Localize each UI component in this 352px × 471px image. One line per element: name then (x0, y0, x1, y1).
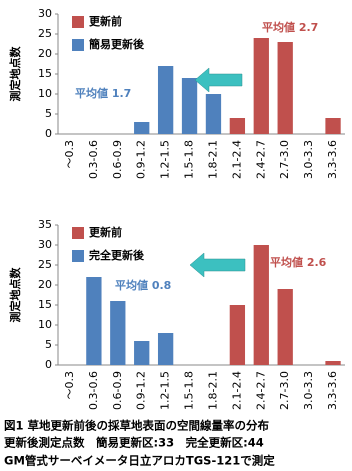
x-tick-label: 0.6-0.9 (111, 140, 124, 179)
arrow (189, 252, 246, 278)
y-axis-label: 測定地点数 (8, 46, 22, 102)
x-tick-label: ～0.3 (63, 371, 76, 400)
bar (253, 245, 269, 365)
bar (229, 305, 246, 365)
y-tick-label: 0 (45, 358, 52, 371)
y-tick-label: 30 (38, 238, 52, 251)
y-tick-label: 20 (38, 278, 52, 291)
bar (277, 289, 293, 365)
y-tick-label: 20 (38, 47, 52, 60)
y-tick-label: 25 (38, 258, 52, 271)
x-tick-label: 1.8-2.1 (206, 371, 219, 410)
y-axis-label: 測定地点数 (8, 267, 22, 323)
x-tick-label: 2.4-2.7 (254, 371, 267, 410)
annotation: 平均値 0.8 (115, 278, 171, 292)
y-tick-label: 35 (38, 218, 52, 231)
y-tick-label: 30 (38, 7, 52, 20)
legend-label: 更新前 (89, 14, 122, 28)
bar (86, 277, 102, 365)
x-tick-label: 1.5-1.8 (183, 371, 196, 410)
bar (110, 301, 126, 365)
legend-label: 簡易更新後 (89, 37, 145, 51)
x-tick-label: 3.3-3.6 (326, 140, 339, 179)
bar (253, 38, 269, 134)
x-tick-label: 2.7-3.0 (278, 140, 291, 179)
legend-swatch (72, 39, 84, 51)
y-tick-label: 25 (38, 27, 52, 40)
caption-line: 更新後測定点数 簡易更新区:33 完全更新区:44 (4, 436, 264, 450)
x-tick-label: 3.3-3.6 (326, 371, 339, 410)
bar (325, 361, 341, 365)
bar (181, 78, 198, 134)
x-tick-label: 0.3-0.6 (87, 140, 100, 179)
caption-line: 図1 草地更新前後の採草地表面の空間線量率の分布 (4, 419, 270, 433)
x-tick-label: 2.4-2.7 (254, 140, 267, 179)
x-tick-label: 1.8-2.1 (206, 140, 219, 179)
legend-swatch (72, 227, 84, 239)
x-tick-label: 3.0-3.3 (302, 371, 315, 410)
y-tick-label: 15 (38, 298, 52, 311)
caption-line: GM管式サーベイメータ日立アロカTGS-121で測定 (4, 454, 275, 468)
bar (325, 118, 341, 134)
bar (157, 333, 174, 365)
y-tick-label: 0 (45, 127, 52, 140)
x-tick-label: 3.0-3.3 (302, 140, 315, 179)
x-tick-label: 0.9-1.2 (135, 371, 148, 410)
x-tick-label: 0.6-0.9 (111, 371, 124, 410)
arrow (194, 67, 243, 93)
bar (157, 66, 174, 134)
bar (229, 118, 246, 134)
x-tick-label: 1.2-1.5 (159, 140, 172, 179)
y-tick-label: 5 (45, 107, 52, 120)
legend-swatch (72, 250, 84, 262)
legend-label: 更新前 (89, 225, 122, 239)
annotation: 平均値 2.7 (262, 20, 318, 34)
x-tick-label: 2.7-3.0 (278, 371, 291, 410)
legend-swatch (72, 16, 84, 28)
x-tick-label: 1.5-1.8 (183, 140, 196, 179)
x-tick-label: 0.3-0.6 (87, 371, 100, 410)
x-tick-label: 2.1-2.4 (230, 140, 243, 179)
y-tick-label: 15 (38, 67, 52, 80)
bar (134, 122, 150, 134)
y-tick-label: 10 (38, 87, 52, 100)
x-tick-label: 2.1-2.4 (230, 371, 243, 410)
x-tick-label: ～0.3 (63, 140, 76, 169)
bar (277, 42, 293, 134)
bar (134, 341, 150, 365)
y-tick-label: 10 (38, 318, 52, 331)
legend-label: 完全更新後 (89, 248, 145, 262)
bar (205, 94, 222, 134)
annotation: 平均値 1.7 (75, 86, 131, 100)
x-tick-label: 1.2-1.5 (159, 371, 172, 410)
x-tick-label: 0.9-1.2 (135, 140, 148, 179)
y-tick-label: 5 (45, 338, 52, 351)
annotation: 平均値 2.6 (270, 255, 327, 269)
